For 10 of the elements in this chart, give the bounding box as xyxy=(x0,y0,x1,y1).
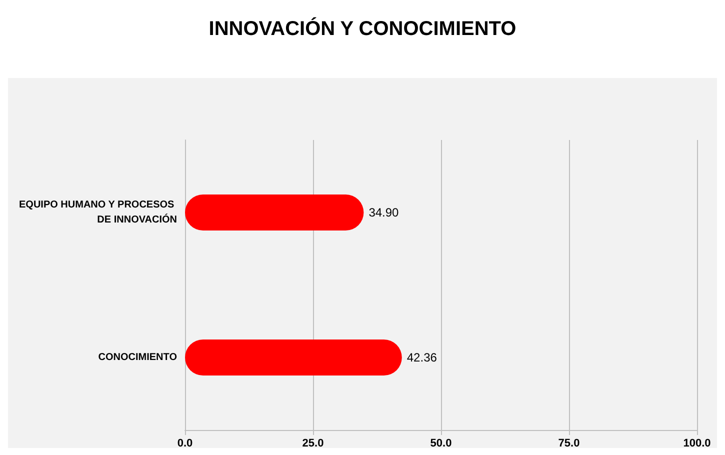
x-tick-label: 25.0 xyxy=(302,438,324,450)
x-tick-label: 50.0 xyxy=(430,438,452,450)
x-tick-label: 100.0 xyxy=(683,438,711,450)
data-label: 34.90 xyxy=(368,206,400,220)
chart-title: INNOVACIÓN Y CONOCIMIENTO xyxy=(208,17,516,40)
y-tick-label: CONOCIMIENTO xyxy=(98,352,178,363)
x-tick-label: 75.0 xyxy=(558,438,580,450)
data-label: 42.36 xyxy=(406,350,438,364)
x-tick-label: 0.0 xyxy=(177,438,193,450)
y-tick-label: EQUIPO HUMANO Y PROCESOS DE INNOVACIÓN xyxy=(19,200,177,226)
